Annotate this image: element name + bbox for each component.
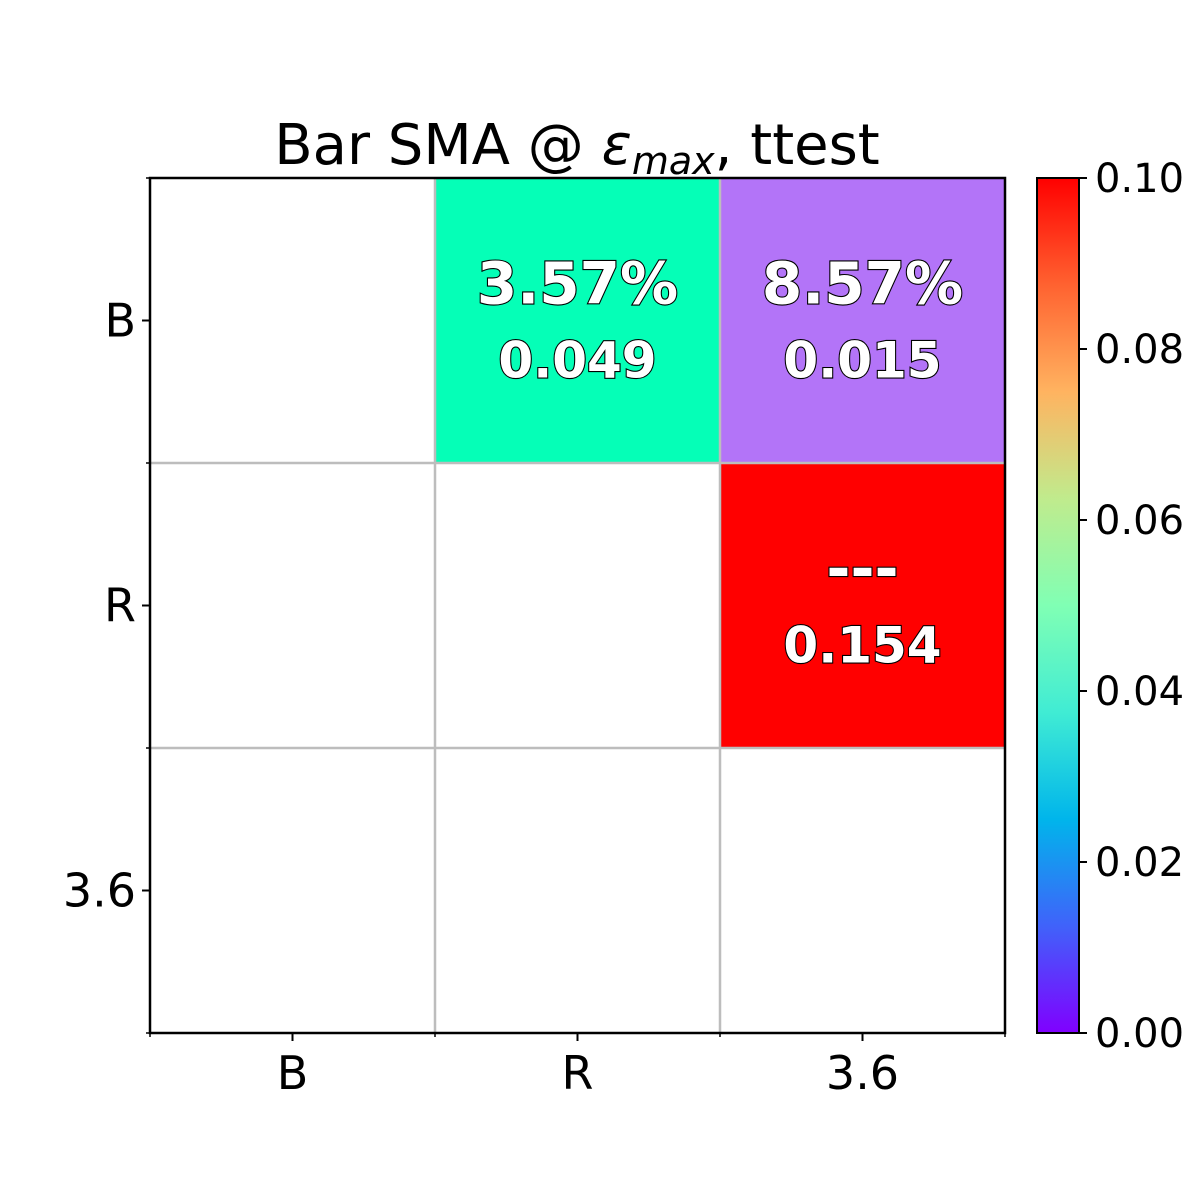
x-tick-label: R [562,1046,594,1100]
heatmap-cell-0 [435,178,720,463]
x-tick-label: 3.6 [826,1046,899,1100]
colorbar-tick-label: 0.04 [1095,669,1184,715]
colorbar-tick-label: 0.00 [1095,1011,1184,1057]
x-tick-label: B [277,1046,309,1100]
colorbar-tick-label: 0.08 [1095,327,1184,373]
cell-top-label-0: 3.57% [477,249,678,317]
colorbar [1036,177,1080,1034]
axis-ticks: B R 3.6 B R 3.6 [63,177,1006,1100]
grid-lines [150,178,1005,1033]
y-tick-label: B [104,294,136,348]
cell-top-label-1: 8.57% [762,249,963,317]
cell-bottom-label-2: 0.154 [783,617,941,675]
colorbar-tick-label: 0.02 [1095,840,1184,886]
heatmap-cell-2 [720,463,1005,748]
colorbar-tick-label: 0.10 [1095,156,1184,202]
heatmap-cells [435,178,1005,748]
cell-bottom-label-1: 0.015 [783,332,941,390]
colorbar-tick-label: 0.06 [1095,498,1184,544]
heatmap-cell-1 [720,178,1005,463]
cell-labels: 3.57% 0.049 8.57% 0.015 --- 0.154 [476,248,964,675]
cell-top-label-2: --- [826,534,898,602]
cell-bottom-label-0: 0.049 [498,332,656,390]
y-tick-label: 3.6 [63,864,136,918]
colorbar-ticks: 0.00 0.02 0.04 0.06 0.08 0.10 [1079,156,1184,1057]
chart-title: Bar SMA @ εmax, ttest [274,113,880,183]
y-tick-label: R [104,579,136,633]
